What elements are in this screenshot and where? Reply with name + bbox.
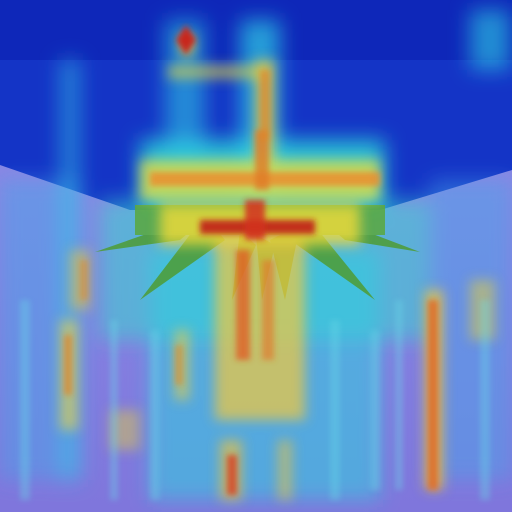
lower-streaks (20, 300, 490, 500)
heat-hot-layer (64, 25, 438, 495)
